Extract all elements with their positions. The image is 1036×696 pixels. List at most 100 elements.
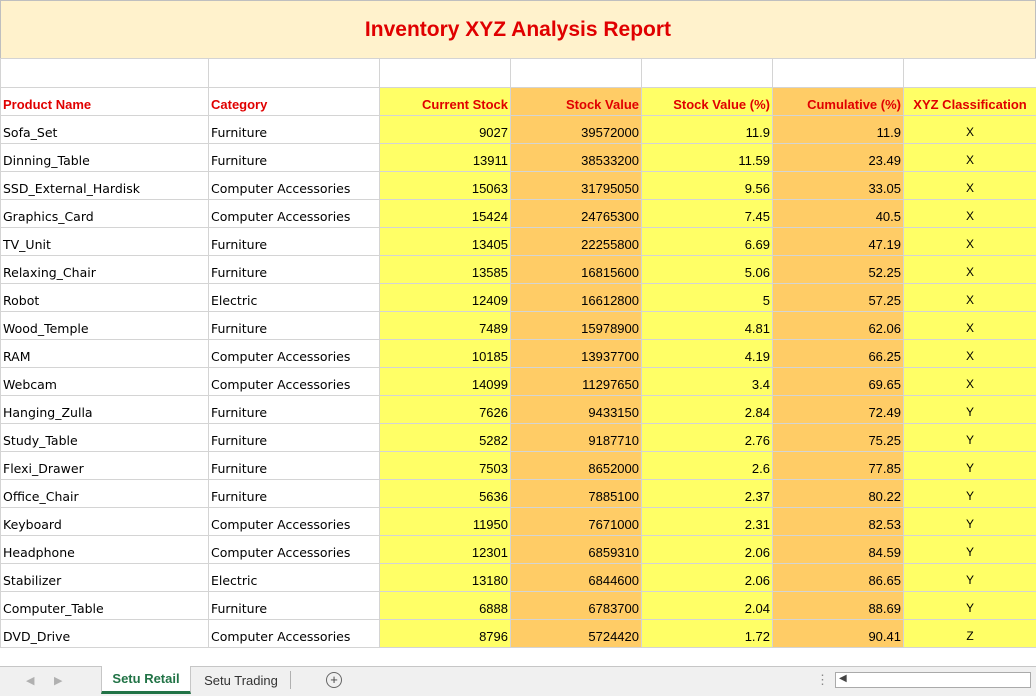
cell-current-stock[interactable]: 13180	[379, 563, 511, 592]
cell-product-name[interactable]: Relaxing_Chair	[0, 255, 209, 284]
cell-stock-value[interactable]: 11297650	[510, 367, 642, 396]
cell-category[interactable]: Electric	[208, 563, 380, 592]
cell-current-stock[interactable]: 13585	[379, 255, 511, 284]
cell-current-stock[interactable]: 6888	[379, 591, 511, 620]
cell-product-name[interactable]: SSD_External_Hardisk	[0, 171, 209, 200]
cell-xyz-class[interactable]: X	[903, 199, 1036, 228]
cell-xyz-class[interactable]: Y	[903, 451, 1036, 480]
cell-product-name[interactable]: Wood_Temple	[0, 311, 209, 340]
cell-cumulative-pct[interactable]: 69.65	[772, 367, 904, 396]
cell-stock-value-pct[interactable]: 9.56	[641, 171, 773, 200]
cell-xyz-class[interactable]: X	[903, 115, 1036, 144]
cell-product-name[interactable]: Robot	[0, 283, 209, 312]
cell-stock-value-pct[interactable]: 11.9	[641, 115, 773, 144]
cell-cumulative-pct[interactable]: 57.25	[772, 283, 904, 312]
cell-current-stock[interactable]: 7503	[379, 451, 511, 480]
cell-stock-value[interactable]: 22255800	[510, 227, 642, 256]
cell-current-stock[interactable]: 7489	[379, 311, 511, 340]
cell-xyz-class[interactable]: Y	[903, 507, 1036, 536]
cell-stock-value-pct[interactable]: 4.81	[641, 311, 773, 340]
cell[interactable]	[510, 58, 642, 88]
cell-product-name[interactable]: Study_Table	[0, 423, 209, 452]
cell-current-stock[interactable]: 7626	[379, 395, 511, 424]
cell-stock-value-pct[interactable]: 11.59	[641, 143, 773, 172]
cell-cumulative-pct[interactable]: 75.25	[772, 423, 904, 452]
cell-stock-value-pct[interactable]: 4.19	[641, 339, 773, 368]
cell-cumulative-pct[interactable]: 72.49	[772, 395, 904, 424]
cell-xyz-class[interactable]: Y	[903, 479, 1036, 508]
cell-xyz-class[interactable]: X	[903, 143, 1036, 172]
cell-product-name[interactable]: Keyboard	[0, 507, 209, 536]
cell-current-stock[interactable]: 10185	[379, 339, 511, 368]
cell-category[interactable]: Computer Accessories	[208, 367, 380, 396]
cell-stock-value-pct[interactable]: 2.84	[641, 395, 773, 424]
worksheet-grid[interactable]: Inventory XYZ Analysis Report Product Na…	[0, 0, 1036, 666]
header-stock-value-pct[interactable]: Stock Value (%)	[641, 87, 773, 116]
cell[interactable]	[641, 58, 773, 88]
cell-stock-value[interactable]: 31795050	[510, 171, 642, 200]
cell-cumulative-pct[interactable]: 88.69	[772, 591, 904, 620]
cell-xyz-class[interactable]: Y	[903, 395, 1036, 424]
cell-product-name[interactable]: Computer_Table	[0, 591, 209, 620]
cell-cumulative-pct[interactable]: 40.5	[772, 199, 904, 228]
cell-xyz-class[interactable]: X	[903, 171, 1036, 200]
cell-stock-value-pct[interactable]: 2.31	[641, 507, 773, 536]
cell-category[interactable]: Computer Accessories	[208, 535, 380, 564]
cell-current-stock[interactable]: 13911	[379, 143, 511, 172]
cell-category[interactable]: Electric	[208, 283, 380, 312]
horizontal-scrollbar[interactable]: ◀	[835, 672, 1031, 688]
cell-current-stock[interactable]: 14099	[379, 367, 511, 396]
cell-cumulative-pct[interactable]: 77.85	[772, 451, 904, 480]
cell-stock-value[interactable]: 5724420	[510, 619, 642, 648]
cell-xyz-class[interactable]: X	[903, 311, 1036, 340]
cell-stock-value-pct[interactable]: 2.37	[641, 479, 773, 508]
cell-stock-value[interactable]: 6844600	[510, 563, 642, 592]
cell-product-name[interactable]: Graphics_Card	[0, 199, 209, 228]
cell-stock-value[interactable]: 15978900	[510, 311, 642, 340]
cell-stock-value[interactable]: 9433150	[510, 395, 642, 424]
cell-cumulative-pct[interactable]: 11.9	[772, 115, 904, 144]
cell-product-name[interactable]: Sofa_Set	[0, 115, 209, 144]
cell-cumulative-pct[interactable]: 47.19	[772, 227, 904, 256]
caret-right-icon[interactable]: ▶	[54, 675, 63, 687]
cell-stock-value[interactable]: 38533200	[510, 143, 642, 172]
caret-left-icon[interactable]: ◀	[26, 675, 35, 687]
cell-category[interactable]: Computer Accessories	[208, 339, 380, 368]
cell-cumulative-pct[interactable]: 80.22	[772, 479, 904, 508]
cell-category[interactable]: Furniture	[208, 591, 380, 620]
cell-stock-value-pct[interactable]: 6.69	[641, 227, 773, 256]
header-product-name[interactable]: Product Name	[0, 87, 209, 116]
header-current-stock[interactable]: Current Stock	[379, 87, 511, 116]
cell-xyz-class[interactable]: Y	[903, 535, 1036, 564]
cell-stock-value-pct[interactable]: 2.6	[641, 451, 773, 480]
cell-cumulative-pct[interactable]: 66.25	[772, 339, 904, 368]
cell-category[interactable]: Furniture	[208, 311, 380, 340]
cell-product-name[interactable]: RAM	[0, 339, 209, 368]
cell-stock-value-pct[interactable]: 7.45	[641, 199, 773, 228]
cell[interactable]	[903, 58, 1036, 88]
cell-current-stock[interactable]: 9027	[379, 115, 511, 144]
cell[interactable]	[379, 58, 511, 88]
cell[interactable]	[208, 58, 380, 88]
report-title-cell[interactable]: Inventory XYZ Analysis Report	[0, 0, 1036, 59]
cell-xyz-class[interactable]: Z	[903, 619, 1036, 648]
cell-stock-value-pct[interactable]: 5.06	[641, 255, 773, 284]
cell-stock-value-pct[interactable]: 1.72	[641, 619, 773, 648]
cell-category[interactable]: Furniture	[208, 451, 380, 480]
cell-stock-value[interactable]: 6783700	[510, 591, 642, 620]
cell-category[interactable]: Furniture	[208, 227, 380, 256]
cell-product-name[interactable]: Office_Chair	[0, 479, 209, 508]
cell-stock-value[interactable]: 39572000	[510, 115, 642, 144]
cell-product-name[interactable]: Webcam	[0, 367, 209, 396]
cell-current-stock[interactable]: 12301	[379, 535, 511, 564]
cell-stock-value[interactable]: 8652000	[510, 451, 642, 480]
cell-current-stock[interactable]: 5636	[379, 479, 511, 508]
cell-cumulative-pct[interactable]: 62.06	[772, 311, 904, 340]
cell-current-stock[interactable]: 12409	[379, 283, 511, 312]
cell-product-name[interactable]: Flexi_Drawer	[0, 451, 209, 480]
cell-category[interactable]: Computer Accessories	[208, 507, 380, 536]
cell-cumulative-pct[interactable]: 52.25	[772, 255, 904, 284]
cell-stock-value-pct[interactable]: 2.04	[641, 591, 773, 620]
cell-cumulative-pct[interactable]: 90.41	[772, 619, 904, 648]
cell-current-stock[interactable]: 13405	[379, 227, 511, 256]
